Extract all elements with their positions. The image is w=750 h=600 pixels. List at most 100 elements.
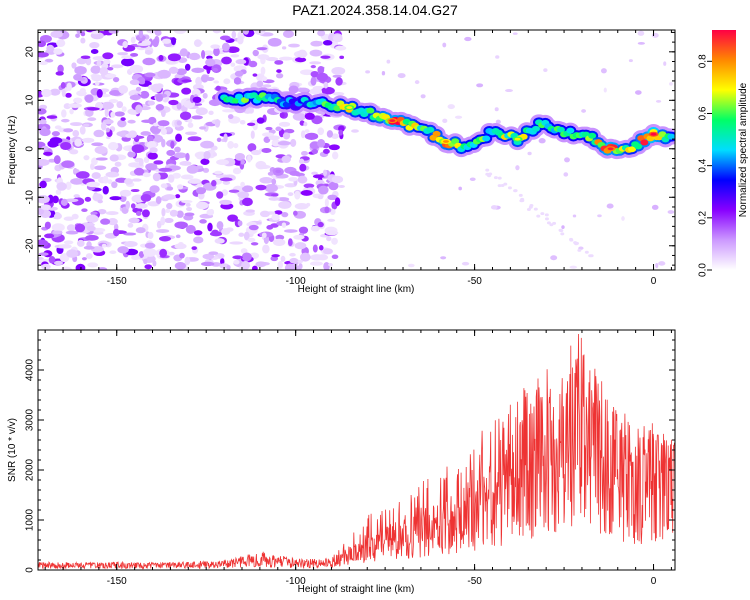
noise-blob xyxy=(200,140,215,149)
noise-blob xyxy=(136,42,151,47)
ridge-core xyxy=(282,101,291,108)
noise-blob xyxy=(238,232,245,237)
noise-blob xyxy=(334,197,341,207)
noise-blob xyxy=(150,83,162,93)
noise-blob xyxy=(281,222,287,228)
noise-blob xyxy=(134,203,148,209)
noise-blob xyxy=(221,56,232,65)
noise-blob xyxy=(239,120,246,125)
noise-blob xyxy=(276,197,290,202)
x-tick-label: -150 xyxy=(107,276,127,287)
noise-blob xyxy=(283,229,298,233)
noise-blob xyxy=(69,149,79,155)
noise-blob xyxy=(271,178,277,185)
noise-blob xyxy=(294,242,307,250)
noise-blob xyxy=(83,155,90,161)
noise-blob xyxy=(93,165,107,171)
noise-blob xyxy=(176,120,182,126)
ridge-core xyxy=(658,131,667,138)
noise-blob xyxy=(138,251,145,259)
noise-blob xyxy=(73,194,80,198)
noise-blob xyxy=(277,141,291,146)
y-tick-label: 3000 xyxy=(25,408,36,431)
noise-blob xyxy=(543,68,548,73)
noise-blob xyxy=(174,221,188,229)
noise-blob xyxy=(234,70,244,77)
noise-blob xyxy=(290,138,297,147)
noise-blob xyxy=(300,69,314,76)
noise-blob xyxy=(191,246,197,251)
noise-blob xyxy=(75,33,80,38)
noise-blob xyxy=(331,175,344,184)
noise-blob xyxy=(85,253,93,260)
noise-blob xyxy=(127,151,136,158)
ridge-core xyxy=(634,143,643,150)
noise-blob xyxy=(124,178,133,185)
noise-blob xyxy=(187,136,202,142)
noise-blob xyxy=(202,167,210,173)
noise-blob xyxy=(230,54,240,58)
y-tick-label: 0 xyxy=(25,146,36,152)
noise-blob xyxy=(212,67,219,72)
noise-blob xyxy=(185,131,198,136)
noise-blob xyxy=(179,111,192,121)
noise-blob xyxy=(331,133,339,139)
noise-blob xyxy=(65,92,72,98)
noise-blob xyxy=(318,245,324,251)
ridge-core xyxy=(628,146,637,153)
noise-blob xyxy=(91,172,101,179)
noise-blob xyxy=(282,30,295,38)
noise-blob xyxy=(527,151,532,156)
noise-blob xyxy=(255,184,267,191)
noise-blob xyxy=(309,61,322,65)
trail-blob xyxy=(546,221,551,225)
noise-blob xyxy=(323,148,330,154)
noise-blob xyxy=(61,89,66,98)
noise-blob xyxy=(143,258,148,265)
noise-blob xyxy=(158,54,164,62)
noise-blob xyxy=(80,37,86,44)
noise-blob xyxy=(201,261,215,267)
noise-blob xyxy=(288,177,298,182)
noise-blob xyxy=(130,203,136,209)
noise-blob xyxy=(91,157,98,166)
noise-blob xyxy=(301,150,308,156)
noise-blob xyxy=(230,62,236,67)
noise-blob xyxy=(297,87,310,93)
noise-blob xyxy=(287,192,294,197)
noise-blob xyxy=(237,35,244,45)
noise-blob xyxy=(95,157,108,161)
noise-blob xyxy=(166,186,174,191)
noise-blob xyxy=(275,234,285,241)
noise-blob xyxy=(109,154,119,162)
noise-blob xyxy=(179,161,192,166)
noise-blob xyxy=(55,189,62,195)
noise-blob xyxy=(231,30,237,39)
noise-blob xyxy=(48,158,56,163)
noise-blob xyxy=(66,82,72,92)
noise-blob xyxy=(200,74,209,83)
noise-blob xyxy=(105,171,120,178)
noise-blob xyxy=(117,52,129,56)
noise-blob xyxy=(79,87,86,94)
noise-blob xyxy=(275,73,284,79)
noise-blob xyxy=(316,72,329,82)
noise-blob xyxy=(71,62,77,69)
noise-blob xyxy=(193,230,203,236)
noise-blob xyxy=(101,243,107,248)
noise-blob xyxy=(97,208,107,215)
noise-blob xyxy=(332,91,345,96)
noise-blob xyxy=(74,138,82,147)
trail-blob xyxy=(497,184,502,188)
noise-blob xyxy=(255,261,267,268)
noise-blob xyxy=(91,74,103,82)
noise-blob xyxy=(214,238,225,244)
noise-blob xyxy=(49,137,63,144)
noise-blob xyxy=(157,120,170,127)
noise-blob xyxy=(184,212,195,217)
noise-blob xyxy=(202,92,208,99)
noise-blob xyxy=(181,79,192,83)
trail-blob xyxy=(536,214,541,218)
noise-blob xyxy=(92,193,103,202)
noise-blob xyxy=(142,247,157,257)
